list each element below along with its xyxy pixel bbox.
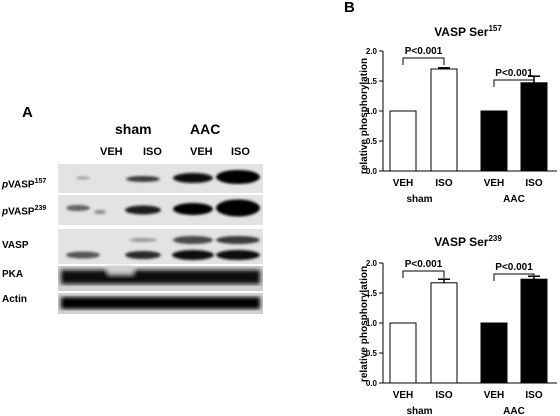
row-label-pvasp239: pVASP239 (2, 205, 47, 218)
vasp-ser239-chart: VASP Ser239 relative phosphorylation 0.0… (359, 234, 557, 416)
p-value-label: P<0.001 (405, 259, 443, 270)
bar (389, 110, 417, 172)
panel-a-letter: A (22, 104, 33, 121)
row-label-pka: PKA (2, 269, 24, 280)
bar (520, 82, 548, 172)
vasp-ser157-chart: VASP Ser157 relative phosphorylation 0.0… (359, 24, 557, 205)
y-tick-label: 0.0 (366, 167, 378, 176)
bar (430, 68, 458, 172)
lane-label-iso-sham: ISO (143, 146, 162, 158)
chart-title: VASP Ser157 (434, 24, 502, 39)
p-value-label: P<0.001 (495, 68, 533, 79)
x-tick-label: ISO (435, 178, 452, 189)
y-axis-label: relative phosphorylation (359, 266, 370, 382)
y-tick-label: 2.0 (366, 259, 378, 268)
x-tick-label: ISO (435, 390, 452, 401)
y-tick-label: 1.5 (366, 289, 378, 298)
chart-title: VASP Ser239 (434, 234, 502, 249)
significance-bracket (493, 79, 535, 87)
y-tick-label: 1.0 (366, 319, 378, 328)
x-tick-label: VEH (484, 178, 505, 189)
p-value-label: P<0.001 (495, 262, 533, 273)
row-label-vasp: VASP (2, 240, 29, 251)
bar (430, 282, 458, 384)
bar (520, 278, 548, 384)
bar (389, 322, 417, 384)
group-label: AAC (503, 406, 525, 416)
x-tick-label: VEH (484, 390, 505, 401)
western-blot-image (58, 164, 263, 314)
bar (480, 110, 508, 172)
x-tick-label: ISO (525, 178, 542, 189)
significance-bracket (493, 273, 535, 281)
y-tick-label: 2.0 (366, 47, 378, 56)
significance-bracket (402, 270, 445, 278)
lane-label-iso-aac: ISO (231, 146, 250, 158)
group-label: AAC (503, 194, 525, 205)
y-tick-label: 1.5 (366, 77, 378, 86)
significance-bracket (402, 57, 445, 65)
lane-label-veh-aac: VEH (190, 146, 213, 158)
group-label-sham: sham (115, 121, 152, 137)
group-label: sham (406, 406, 432, 416)
y-tick-label: 0.5 (366, 137, 378, 146)
x-tick-label: ISO (525, 390, 542, 401)
y-tick-label: 0.0 (366, 379, 378, 388)
p-value-label: P<0.001 (405, 46, 443, 57)
group-label: sham (406, 194, 432, 205)
y-axis-label: relative phosphorylation (359, 58, 370, 174)
x-tick-label: VEH (393, 390, 414, 401)
y-tick-label: 0.5 (366, 349, 378, 358)
x-tick-label: VEH (393, 178, 414, 189)
panel-b-letter: B (344, 0, 355, 16)
group-label-aac: AAC (190, 121, 221, 137)
y-tick-label: 1.0 (366, 107, 378, 116)
row-label-pvasp157: pVASP157 (2, 178, 47, 191)
row-label-actin: Actin (2, 294, 27, 305)
bar (480, 322, 508, 384)
lane-label-veh-sham: VEH (100, 146, 123, 158)
